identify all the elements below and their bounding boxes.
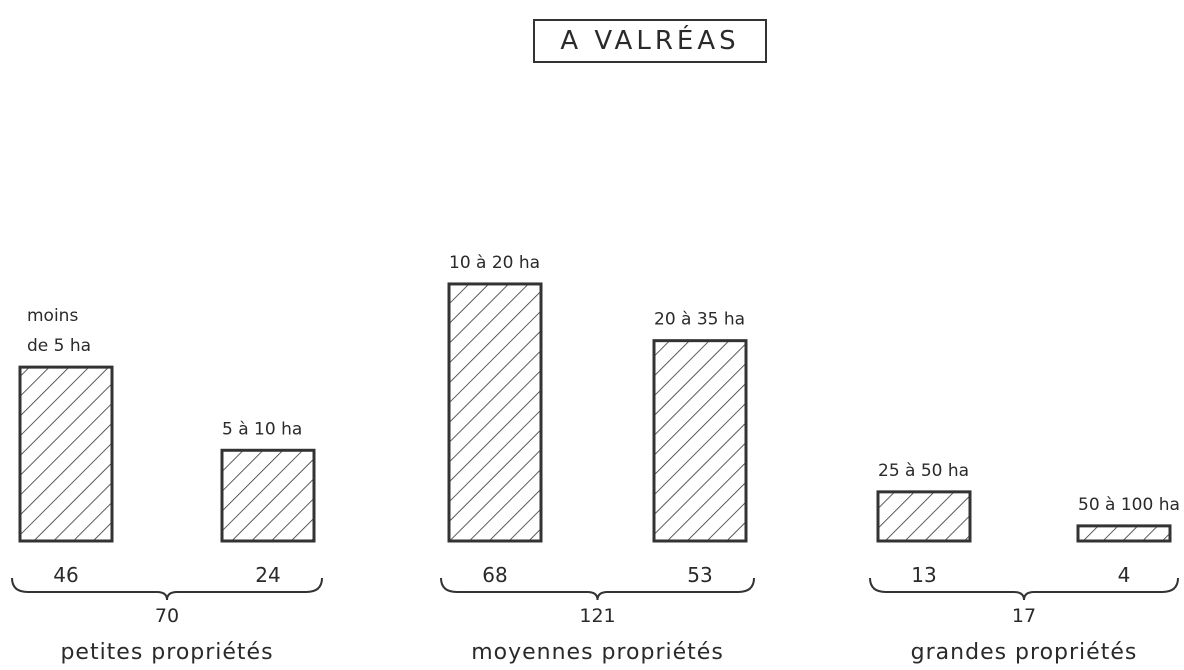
bar-4 <box>652 339 748 543</box>
value-label-3: 68 <box>482 563 507 587</box>
category-label-2: 5 à 10 ha <box>222 419 302 439</box>
group-total-1: 70 <box>155 605 179 627</box>
group-name-1: petites propriétés <box>60 640 273 665</box>
value-label-5: 13 <box>911 563 936 587</box>
bar-6 <box>1076 524 1172 543</box>
group-name-3: grandes propriétés <box>911 640 1138 665</box>
chart-title: A VALRÉAS <box>533 19 767 63</box>
group-total-2: 121 <box>579 605 615 627</box>
category-label-3: 10 à 20 ha <box>449 253 540 273</box>
category-label-1: moins de 5 ha <box>27 306 91 356</box>
group-brace-2 <box>440 577 755 601</box>
group-brace-1 <box>11 577 323 601</box>
value-label-4: 53 <box>687 563 712 587</box>
group-total-3: 17 <box>1012 605 1036 627</box>
value-label-6: 4 <box>1118 563 1131 587</box>
bar-1 <box>18 365 114 543</box>
bar-5 <box>876 490 972 543</box>
group-name-2: moyennes propriétés <box>471 640 724 665</box>
value-label-2: 24 <box>255 563 280 587</box>
category-label-5: 25 à 50 ha <box>878 461 969 481</box>
category-label-6: 50 à 100 ha <box>1078 495 1180 515</box>
bar-2 <box>220 448 316 543</box>
bar-3 <box>447 282 543 543</box>
value-label-1: 46 <box>53 563 78 587</box>
category-label-4: 20 à 35 ha <box>654 310 745 330</box>
group-brace-3 <box>869 577 1179 601</box>
